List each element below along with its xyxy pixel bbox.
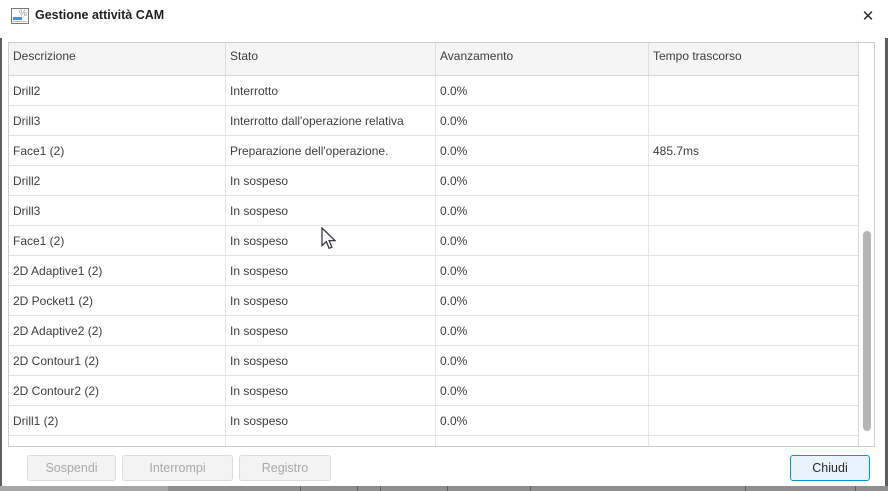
cam-task-table: Descrizione Stato Avanzamento Tempo tras… bbox=[8, 42, 875, 447]
cell-tempo-trascorso bbox=[649, 436, 858, 446]
cell-avanzamento: 0.0% bbox=[436, 76, 649, 105]
table-row[interactable]: Drill2 In sospeso 0.0% bbox=[9, 166, 858, 196]
cell-tempo-trascorso bbox=[649, 76, 858, 105]
cell-tempo-trascorso: 485.7ms bbox=[653, 143, 700, 158]
cell-stato: In sospeso bbox=[226, 166, 436, 195]
table-grid: Descrizione Stato Avanzamento Tempo tras… bbox=[9, 43, 858, 446]
cell-stato: In sospeso bbox=[226, 286, 436, 315]
edge-divider bbox=[300, 486, 301, 491]
cell-stato: In sospeso bbox=[226, 226, 436, 255]
background-window-left-edge bbox=[0, 36, 2, 491]
interrompi-button[interactable]: Interrompi bbox=[122, 455, 233, 481]
cell-descrizione: Drill3 bbox=[9, 196, 226, 225]
cell-stato: In sospeso bbox=[226, 316, 436, 345]
cell-descrizione: 2D Contour1 (2) bbox=[9, 346, 226, 375]
background-app-edge bbox=[0, 486, 888, 491]
cell-avanzamento: 0.0% bbox=[436, 196, 649, 225]
table-row[interactable]: Drill3 Interrotto dall'operazione relati… bbox=[9, 106, 858, 136]
cell-descrizione: Drill2 bbox=[9, 166, 226, 195]
cell-avanzamento: 0.0% bbox=[436, 136, 649, 165]
cell-avanzamento: 0.0% bbox=[436, 106, 649, 135]
cell-stato: In sospeso bbox=[226, 436, 436, 446]
cell-avanzamento: 0.0% bbox=[436, 316, 649, 345]
dialog-title: Gestione attività CAM bbox=[35, 8, 165, 22]
close-icon[interactable]: ✕ bbox=[861, 8, 875, 25]
sospendi-button[interactable]: Sospendi bbox=[27, 455, 116, 481]
registro-button[interactable]: Registro bbox=[239, 455, 331, 481]
dialog-title-bar[interactable]: % Gestione attività CAM ✕ bbox=[0, 0, 888, 38]
column-header-descrizione[interactable]: Descrizione bbox=[9, 43, 226, 75]
background-window-right-edge bbox=[885, 0, 888, 491]
table-row[interactable]: Drill2 (2) In sospeso 0.0% bbox=[9, 436, 858, 446]
edge-divider bbox=[855, 486, 856, 491]
cell-tempo-trascorso bbox=[649, 376, 858, 405]
table-row[interactable]: Drill3 In sospeso 0.0% bbox=[9, 196, 858, 226]
task-progress-icon: % bbox=[11, 8, 29, 24]
cell-avanzamento: 0.0% bbox=[436, 286, 649, 315]
cell-tempo-trascorso bbox=[649, 106, 858, 135]
cell-avanzamento: 0.0% bbox=[436, 436, 649, 446]
cell-tempo-trascorso bbox=[649, 226, 858, 255]
cell-tempo-trascorso bbox=[649, 286, 858, 315]
column-header-tempo-trascorso[interactable]: Tempo trascorso bbox=[653, 49, 742, 63]
cell-tempo-trascorso bbox=[649, 316, 858, 345]
cell-tempo-trascorso bbox=[649, 406, 858, 435]
cell-stato: In sospeso bbox=[226, 346, 436, 375]
cell-descrizione: Drill2 (2) bbox=[9, 436, 226, 446]
cell-avanzamento: 0.0% bbox=[436, 166, 649, 195]
cell-descrizione: Face1 (2) bbox=[9, 136, 226, 165]
edge-divider bbox=[745, 486, 746, 491]
cell-descrizione: 2D Contour2 (2) bbox=[9, 376, 226, 405]
cell-stato: In sospeso bbox=[226, 256, 436, 285]
cell-descrizione: Drill1 (2) bbox=[9, 406, 226, 435]
column-header-stato[interactable]: Stato bbox=[226, 43, 436, 75]
cell-tempo-trascorso bbox=[649, 166, 858, 195]
table-row[interactable]: Face1 (2) Preparazione dell'operazione. … bbox=[9, 136, 858, 166]
cell-avanzamento: 0.0% bbox=[436, 406, 649, 435]
cell-avanzamento: 0.0% bbox=[436, 346, 649, 375]
table-row[interactable]: Drill1 (2) In sospeso 0.0% bbox=[9, 406, 858, 436]
cell-avanzamento: 0.0% bbox=[436, 256, 649, 285]
table-row[interactable]: 2D Adaptive2 (2) In sospeso 0.0% bbox=[9, 316, 858, 346]
cell-descrizione: Face1 (2) bbox=[9, 226, 226, 255]
cell-avanzamento: 0.0% bbox=[436, 226, 649, 255]
cell-tempo-trascorso bbox=[649, 196, 858, 225]
edge-divider bbox=[357, 486, 358, 491]
cell-tempo-trascorso bbox=[649, 346, 858, 375]
table-row[interactable]: Drill2 Interrotto 0.0% bbox=[9, 76, 858, 106]
table-header-row: Descrizione Stato Avanzamento Tempo tras… bbox=[9, 43, 858, 76]
cell-descrizione: 2D Adaptive1 (2) bbox=[9, 256, 226, 285]
edge-divider bbox=[447, 486, 448, 491]
table-row[interactable]: 2D Adaptive1 (2) In sospeso 0.0% bbox=[9, 256, 858, 286]
edge-divider bbox=[380, 486, 381, 491]
cell-stato: Interrotto bbox=[226, 76, 436, 105]
table-body: Drill2 Interrotto 0.0% Drill3 Interrotto… bbox=[9, 76, 858, 446]
table-row[interactable]: Face1 (2) In sospeso 0.0% bbox=[9, 226, 858, 256]
table-row[interactable]: 2D Contour1 (2) In sospeso 0.0% bbox=[9, 346, 858, 376]
background-app-edge-segment bbox=[0, 486, 168, 491]
cell-avanzamento: 0.0% bbox=[436, 376, 649, 405]
cell-stato: In sospeso bbox=[226, 406, 436, 435]
column-header-avanzamento[interactable]: Avanzamento bbox=[436, 43, 649, 75]
cell-stato: In sospeso bbox=[226, 376, 436, 405]
cell-stato: Interrotto dall'operazione relativa bbox=[226, 106, 436, 135]
edge-divider bbox=[530, 486, 531, 491]
cell-stato: In sospeso bbox=[226, 196, 436, 225]
vertical-scrollbar[interactable] bbox=[858, 43, 874, 446]
cell-descrizione: 2D Adaptive2 (2) bbox=[9, 316, 226, 345]
cell-stato: Preparazione dell'operazione. bbox=[226, 136, 436, 165]
scrollbar-thumb[interactable] bbox=[863, 231, 871, 431]
cell-descrizione: 2D Pocket1 (2) bbox=[9, 286, 226, 315]
chiudi-button[interactable]: Chiudi bbox=[790, 455, 870, 481]
table-row[interactable]: 2D Contour2 (2) In sospeso 0.0% bbox=[9, 376, 858, 406]
cell-descrizione: Drill3 bbox=[9, 106, 226, 135]
cell-tempo-trascorso bbox=[649, 256, 858, 285]
cell-descrizione: Drill2 bbox=[9, 76, 226, 105]
table-row[interactable]: 2D Pocket1 (2) In sospeso 0.0% bbox=[9, 286, 858, 316]
